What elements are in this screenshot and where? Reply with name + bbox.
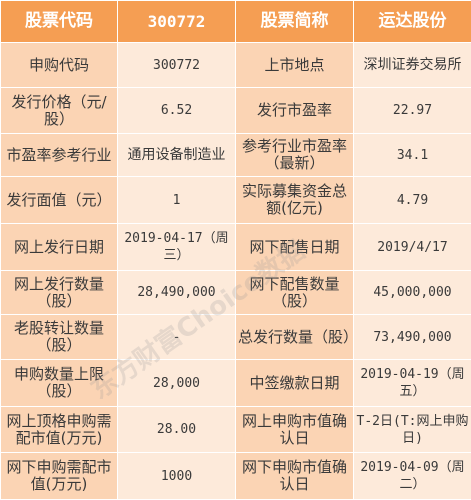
- table-row: 网上发行日期 2019-04-17（周三） 网下配售日期 2019/4/17: [1, 224, 471, 271]
- header-stock-name-label: 股票简称: [236, 1, 354, 43]
- row-label: 总发行数量（股）: [236, 315, 354, 360]
- header-stock-name-value: 运达股份: [354, 1, 471, 43]
- table-row: 市盈率参考行业 通用设备制造业 参考行业市盈率（最新） 34.1: [1, 134, 471, 177]
- row-label: 参考行业市盈率（最新）: [236, 134, 354, 177]
- row-label: 网上发行日期: [1, 224, 118, 271]
- row-label: 发行面值（元）: [1, 177, 118, 224]
- row-value: 22.97: [354, 88, 471, 134]
- row-value: T-2日(T:网上申购日): [354, 407, 471, 453]
- row-label: 申购代码: [1, 43, 118, 88]
- row-value: 1000: [118, 453, 236, 500]
- row-label: 网下配售日期: [236, 224, 354, 271]
- row-value: 深圳证券交易所: [354, 43, 471, 88]
- table-header-row: 股票代码 300772 股票简称 运达股份: [1, 1, 471, 43]
- table-row: 网上发行数量（股） 28,490,000 网下配售数量（股） 45,000,00…: [1, 271, 471, 315]
- table-row: 发行面值（元） 1 实际募集资金总额(亿元) 4.79: [1, 177, 471, 224]
- row-value: 2019-04-09（周二）: [354, 453, 471, 500]
- row-value: 2019-04-19（周五）: [354, 360, 471, 407]
- table-row: 网上顶格申购需配市值(万元) 28.00 网上申购市值确认日 T-2日(T:网上…: [1, 407, 471, 453]
- row-value: -: [118, 315, 236, 360]
- row-value: 28,000: [118, 360, 236, 407]
- header-stock-code-label: 股票代码: [1, 1, 118, 43]
- row-label: 网下申购需配市值(万元): [1, 453, 118, 500]
- row-value: 34.1: [354, 134, 471, 177]
- row-label: 网上发行数量（股）: [1, 271, 118, 315]
- table-row: 网下申购需配市值(万元) 1000 网下申购市值确认日 2019-04-09（周…: [1, 453, 471, 500]
- row-label: 网上申购市值确认日: [236, 407, 354, 453]
- row-value: 6.52: [118, 88, 236, 134]
- table-row: 发行价格（元/股） 6.52 发行市盈率 22.97: [1, 88, 471, 134]
- row-value: 28.00: [118, 407, 236, 453]
- row-value: 73,490,000: [354, 315, 471, 360]
- row-value: 28,490,000: [118, 271, 236, 315]
- row-label: 实际募集资金总额(亿元): [236, 177, 354, 224]
- row-value: 2019/4/17: [354, 224, 471, 271]
- row-value: 45,000,000: [354, 271, 471, 315]
- row-label: 网下申购市值确认日: [236, 453, 354, 500]
- header-stock-code-value: 300772: [118, 1, 236, 43]
- row-label: 发行市盈率: [236, 88, 354, 134]
- row-label: 申购数量上限（股）: [1, 360, 118, 407]
- row-value: 1: [118, 177, 236, 224]
- table-row: 申购数量上限（股） 28,000 中签缴款日期 2019-04-19（周五）: [1, 360, 471, 407]
- row-label: 中签缴款日期: [236, 360, 354, 407]
- table-row: 申购代码 300772 上市地点 深圳证券交易所: [1, 43, 471, 88]
- row-label: 市盈率参考行业: [1, 134, 118, 177]
- row-value: 2019-04-17（周三）: [118, 224, 236, 271]
- row-label: 老股转让数量（股）: [1, 315, 118, 360]
- table-row: 老股转让数量（股） - 总发行数量（股） 73,490,000: [1, 315, 471, 360]
- row-label: 网下配售数量（股）: [236, 271, 354, 315]
- row-value: 300772: [118, 43, 236, 88]
- row-value: 通用设备制造业: [118, 134, 236, 177]
- row-label: 网上顶格申购需配市值(万元): [1, 407, 118, 453]
- row-label: 发行价格（元/股）: [1, 88, 118, 134]
- row-value: 4.79: [354, 177, 471, 224]
- row-label: 上市地点: [236, 43, 354, 88]
